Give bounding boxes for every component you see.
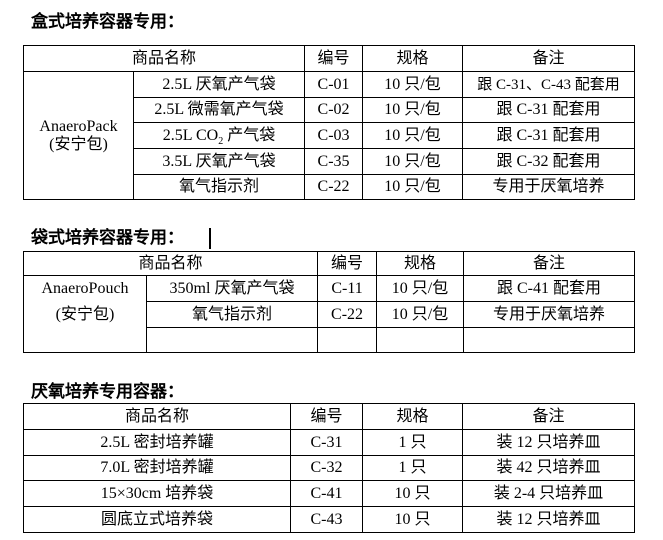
cell-name: 7.0L 密封培养罐 [23,455,291,481]
table-row: 氧气指示剂 C-22 10 只/包 专用于厌氧培养 [24,301,636,328]
table-row: 7.0L 密封培养罐 C-32 1 只 装 42 只培养皿 [23,455,635,481]
header-code: 编号 [290,403,363,430]
section-title: 盒式培养容器专用： [31,12,184,31]
cell-code: C-22 [317,301,378,328]
empty-cell [317,327,378,353]
table-row: 2.5L 微需氧产气袋 C-02 10 只/包 跟 C-31 配套用 [24,97,636,123]
cell-code: C-22 [304,174,364,200]
table-header-row: 商品名称 编号 规格 备注 [22,251,636,276]
cell-note: 跟 C-31、C-43 配套用 [462,71,636,98]
group-label-brand: AnaeroPouch [41,280,129,297]
header-note: 备注 [462,45,636,72]
cell-name: 2.5L 厌氧产气袋 [132,71,306,98]
header-spec: 规格 [362,45,464,72]
cell-note: 专用于厌氧培养 [463,301,636,328]
cell-note: 跟 C-41 配套用 [463,275,636,302]
header-name: 商品名称 [23,403,291,430]
cell-spec: 10 只/包 [376,301,465,328]
cell-code: C-01 [304,71,364,98]
section-title: 厌氧培养专用容器： [31,382,184,401]
header-note: 备注 [463,251,636,276]
cell-spec: 10 只/包 [362,71,464,98]
table-row: 2.5L 密封培养罐 C-31 1 只 装 12 只培养皿 [23,429,635,456]
table-header-row: 商品名称 编号 规格 备注 [23,403,635,430]
cell-spec: 1 只 [362,455,463,481]
header-spec: 规格 [376,251,465,276]
header-name: 商品名称 [22,45,306,72]
table-row: AnaeroPack (安宁包) 2.5L 厌氧产气袋 C-01 10 只/包 跟… [23,71,636,200]
cell-code: C-32 [290,455,363,481]
group-label: AnaeroPouch (安宁包) [23,275,147,353]
pouch-container-table: 商品名称 编号 规格 备注 AnaeroPouch (安宁包) 350ml 厌氧产… [22,251,636,353]
header-spec: 规格 [362,403,463,430]
table-row: AnaeroPouch (安宁包) 350ml 厌氧产气袋 C-11 10 只/包… [23,275,636,353]
empty-row [24,327,636,353]
group-label: AnaeroPack (安宁包) [23,71,134,200]
cell-spec: 10 只/包 [376,275,465,302]
box-container-table: 商品名称 编号 规格 备注 AnaeroPack (安宁包) 2.5L 厌氧产气袋… [22,45,636,200]
cell-code: C-11 [317,275,378,302]
table-row: 氧气指示剂 C-22 10 只/包 专用于厌氧培养 [24,174,636,200]
empty-cell [376,327,465,353]
cell-code: C-41 [290,480,363,507]
empty-cell [463,327,636,353]
anaerobic-container-table: 商品名称 编号 规格 备注 2.5L 密封培养罐 C-31 1 只 装 12 只… [23,403,635,533]
cell-spec: 10 只/包 [362,97,464,123]
group-label-brand: AnaeroPack [39,117,118,135]
header-code: 编号 [304,45,364,72]
cell-name: 2.5L CO2 产气袋 [132,122,306,149]
text-cursor [209,228,211,249]
name-text: 2.5L CO [162,126,219,144]
cell-code: C-35 [304,148,364,175]
empty-cell [145,327,319,353]
cell-name: 2.5L 密封培养罐 [23,429,291,456]
cell-spec: 10 只 [362,506,463,533]
cell-spec: 10 只 [362,480,463,507]
cell-name: 15×30cm 培养袋 [23,480,291,507]
cell-spec: 10 只/包 [362,122,464,149]
cell-code: C-31 [290,429,363,456]
cell-note: 装 12 只培养皿 [462,506,635,533]
group-label-cn: (安宁包) [49,135,108,153]
cell-note: 专用于厌氧培养 [462,174,636,200]
subscript: 2 [218,135,224,147]
cell-spec: 10 只/包 [362,148,464,175]
cell-code: C-43 [290,506,363,533]
table-row: 15×30cm 培养袋 C-41 10 只 装 2-4 只培养皿 [23,480,635,507]
cell-name: 氧气指示剂 [132,174,306,200]
cell-name: 3.5L 厌氧产气袋 [132,148,306,175]
cell-name: 2.5L 微需氧产气袋 [132,97,306,123]
cell-name: 350ml 厌氧产气袋 [145,275,319,302]
cell-note: 装 12 只培养皿 [462,429,635,456]
table-row: 3.5L 厌氧产气袋 C-35 10 只/包 跟 C-32 配套用 [24,148,636,175]
cell-spec: 1 只 [362,429,463,456]
table-row: 圆底立式培养袋 C-43 10 只 装 12 只培养皿 [23,506,635,533]
cell-code: C-02 [304,97,364,123]
name-text: 产气袋 [223,126,276,144]
cell-note: 跟 C-31 配套用 [462,122,636,149]
cell-name: 圆底立式培养袋 [23,506,291,533]
cell-note: 跟 C-32 配套用 [462,148,636,175]
cell-note: 装 2-4 只培养皿 [462,480,635,507]
cell-spec: 10 只/包 [362,174,464,200]
header-note: 备注 [462,403,635,430]
cell-name: 氧气指示剂 [145,301,319,328]
cell-code: C-03 [304,122,364,149]
header-name: 商品名称 [22,251,319,276]
section-title: 袋式培养容器专用： [31,228,184,247]
table-header-row: 商品名称 编号 规格 备注 [22,45,636,72]
header-code: 编号 [317,251,378,276]
cell-note: 跟 C-31 配套用 [462,97,636,123]
group-label-cn: (安宁包) [55,306,115,323]
cell-note: 装 42 只培养皿 [462,455,635,481]
